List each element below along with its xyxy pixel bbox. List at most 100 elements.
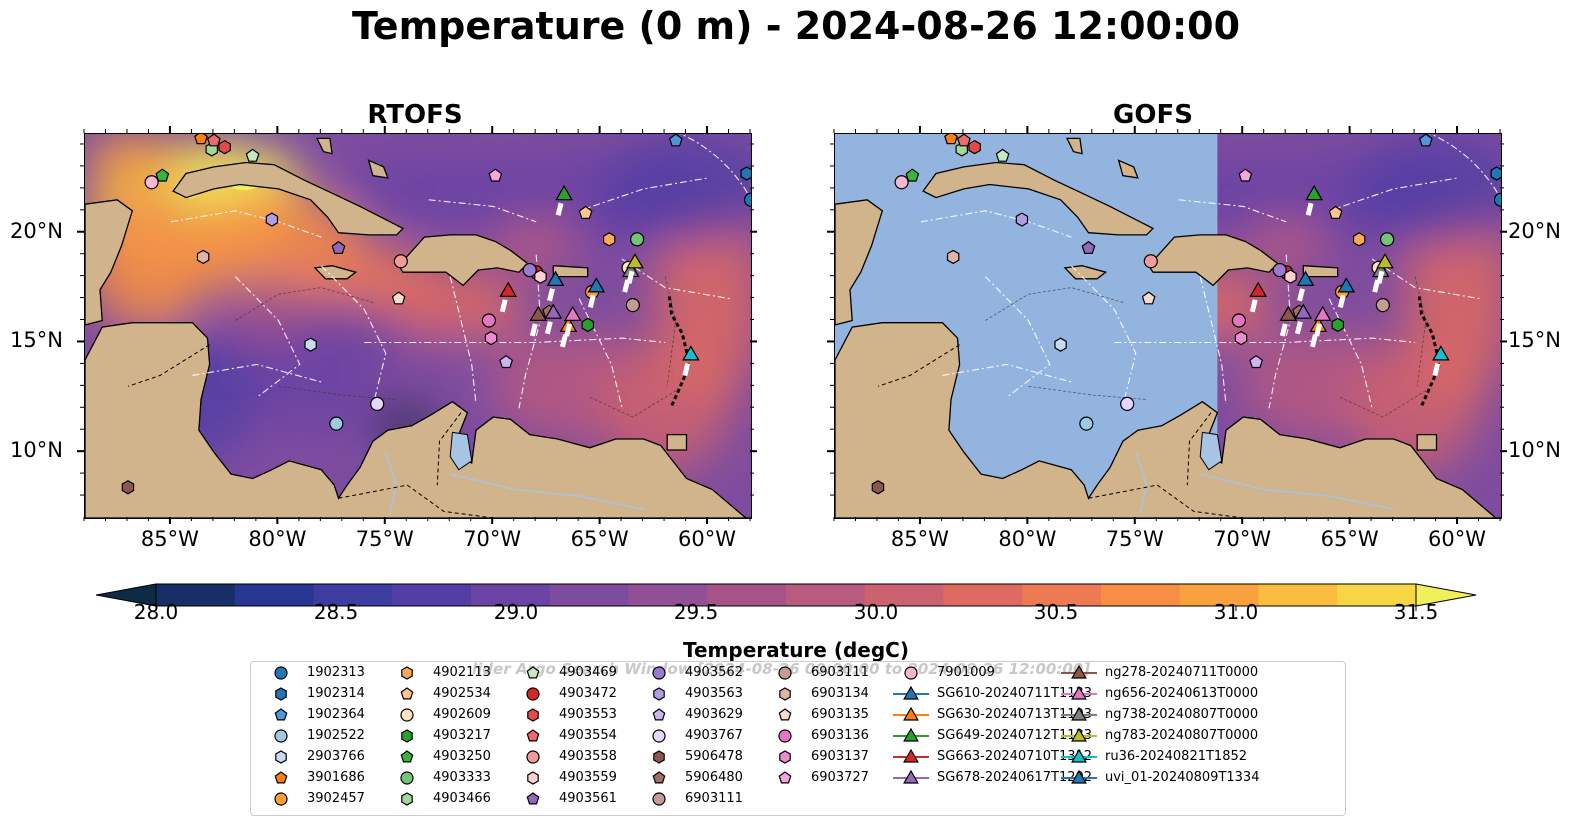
legend-label: 4903558	[559, 749, 617, 764]
landmass	[552, 265, 589, 278]
bathymetry	[985, 276, 1427, 418]
legend-marker-icon	[274, 792, 288, 806]
colorbar-segment	[1022, 584, 1102, 606]
legend-marker-icon	[275, 687, 287, 701]
argo-float-6903136	[1231, 313, 1246, 328]
legend-marker-icon	[779, 750, 791, 764]
argo-float-6903137	[484, 330, 498, 346]
legend-marker-icon	[652, 771, 666, 784]
legend-label: 4903563	[685, 686, 743, 701]
legend-label: 5906478	[685, 749, 743, 764]
glider-track	[499, 299, 508, 313]
legend-marker-icon	[1061, 664, 1097, 679]
legend-marker-icon	[778, 708, 792, 721]
glider-track	[1294, 321, 1303, 335]
legend-triangle-icon	[903, 685, 919, 700]
argo-float-4902113	[602, 232, 616, 247]
colorbar-segment	[234, 584, 314, 606]
argo-float-6903134	[946, 249, 960, 265]
map-gofs[interactable]	[834, 133, 1502, 519]
landmass	[1117, 159, 1139, 179]
argo-float-4903562	[522, 262, 537, 278]
lake-maracaibo	[449, 431, 473, 471]
legend-marker-icon	[1061, 685, 1097, 700]
glider-track	[1279, 323, 1288, 337]
x-tick-label: 60°W	[1428, 527, 1487, 551]
colorbar-segment	[313, 584, 393, 606]
glider-track	[626, 270, 635, 284]
argo-float-4903563	[1015, 212, 1029, 227]
legend-marker-icon	[893, 748, 929, 763]
legend-label: 4903466	[433, 791, 491, 806]
legend-marker-icon	[526, 750, 540, 764]
glider-track	[1314, 323, 1323, 337]
eez-boundaries	[920, 134, 1501, 409]
legend-marker-icon	[401, 729, 413, 743]
legend-triangle-icon	[1071, 748, 1087, 763]
legend-marker-icon	[274, 708, 288, 721]
argo-float-4903217	[1331, 317, 1344, 333]
argo-float-2903766	[1054, 337, 1067, 352]
gliders	[499, 185, 700, 377]
legend-label: SG663-20240710T1312	[937, 749, 1093, 764]
legend-label: 4903562	[685, 665, 743, 680]
argo-float-1902522	[329, 416, 344, 431]
colorbar-segment	[943, 584, 1023, 606]
argo-float-1902314	[1490, 166, 1501, 181]
legend-marker-icon	[274, 729, 288, 743]
glider-ng783-20240807T0000	[1376, 253, 1394, 269]
argo-float-1902364	[1418, 134, 1433, 147]
legend-hexagon-icon	[401, 792, 413, 806]
legend-label: 4902534	[433, 686, 491, 701]
legend-hexagon-icon	[527, 708, 539, 722]
legend-hexagon-icon	[401, 666, 413, 680]
legend-label: 1902314	[307, 686, 365, 701]
legend-label: 6903727	[811, 770, 869, 785]
glider-track	[555, 202, 564, 216]
legend-marker-icon	[778, 666, 792, 680]
legend-marker-icon	[527, 708, 539, 722]
colorbar-label: Temperature (degC)	[683, 638, 909, 662]
legend-marker-icon	[653, 750, 665, 764]
landmass	[835, 322, 1501, 518]
legend-circle-icon	[526, 687, 540, 701]
legend-marker-icon	[652, 792, 666, 806]
legend-marker-icon	[778, 729, 792, 743]
legend-marker-icon	[1061, 706, 1097, 721]
legend-pentagon-icon	[274, 708, 288, 721]
landmass	[367, 159, 389, 179]
legend-marker-icon	[893, 727, 929, 742]
x-tick-label: 80°W	[998, 527, 1057, 551]
x-tick-label: 65°W	[570, 527, 629, 551]
legend-circle-icon	[904, 666, 918, 680]
legend-hexagon-icon	[779, 687, 791, 701]
argo-float-6903134	[196, 249, 210, 265]
legend-hexagon-icon	[779, 750, 791, 764]
glider-uvi_01-20240809T1334	[1337, 277, 1356, 293]
legend-label: 4903469	[559, 665, 617, 680]
legend-triangle-icon	[903, 748, 919, 763]
colorbar-segment	[471, 584, 551, 606]
legend-hexagon-icon	[527, 771, 539, 785]
colorbar-tick-label: 30.5	[1033, 600, 1079, 624]
legend-label: 4903559	[559, 770, 617, 785]
legend-hexagon-icon	[653, 750, 665, 764]
glider-track	[682, 362, 691, 377]
argo-float-1902522	[1079, 416, 1094, 431]
legend-marker-icon	[401, 792, 413, 806]
argo-float-4903333	[630, 232, 645, 247]
legend-label: 4903554	[559, 728, 617, 743]
legend-pentagon-icon	[778, 708, 792, 721]
legend-pentagon-icon	[526, 666, 540, 679]
glider-track	[529, 323, 538, 337]
glider-SG678-20240617T1202	[544, 303, 563, 319]
glider-ru36-20240821T1852	[1432, 345, 1450, 361]
legend-triangle-icon	[1071, 769, 1087, 784]
land	[85, 137, 751, 518]
glider-track	[1249, 299, 1258, 313]
map-rtofs[interactable]	[84, 133, 752, 519]
legend-label: 4903553	[559, 707, 617, 722]
glider-SG610-20240711T1133	[546, 270, 565, 286]
argo-float-4903553	[968, 140, 981, 155]
legend-label: 4903767	[685, 728, 743, 743]
